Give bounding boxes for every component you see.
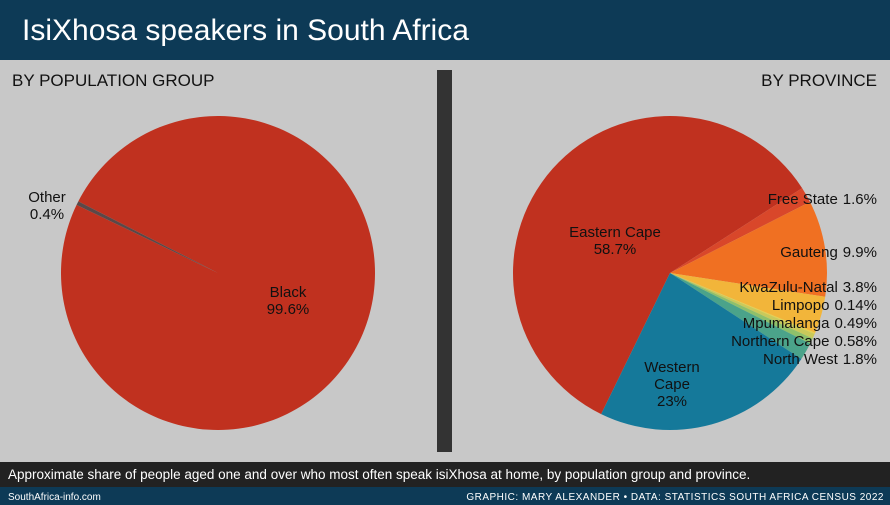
slice-category: Mpumalanga (743, 315, 830, 332)
slice-value: 3.8% (843, 279, 877, 296)
slice-value: 0.58% (834, 333, 877, 350)
header-bar (0, 0, 890, 60)
slice-label: Western Cape 23% (644, 359, 700, 410)
slice-category: Limpopo (772, 297, 830, 314)
slice-label: Northern Cape 0.58% (731, 333, 877, 350)
slice-value: 23% (657, 393, 687, 410)
slice-category: Gauteng (780, 244, 838, 261)
slice-category: Western Cape (644, 359, 700, 393)
footer-site: SouthAfrica-info.com (8, 492, 101, 503)
chart-title: BY PROVINCE (761, 71, 877, 90)
slice-value: 1.6% (843, 191, 877, 208)
slice-value: 0.4% (30, 206, 64, 223)
slice-value: 99.6% (267, 301, 310, 318)
caption-bar (0, 462, 890, 487)
pie (513, 116, 827, 431)
slice-category: Eastern Cape (569, 224, 661, 241)
pie-slice (670, 273, 811, 359)
divider (437, 70, 452, 452)
caption: Approximate share of people aged one and… (8, 467, 750, 482)
slice-label: Gauteng 9.9% (780, 244, 877, 261)
slice-label: KwaZulu-Natal 3.8% (739, 279, 877, 296)
pie-slice (670, 273, 813, 344)
pie-slice (513, 116, 803, 415)
slice-category: KwaZulu-Natal (739, 279, 837, 296)
slice-category: Other (28, 189, 66, 206)
chart-title: BY POPULATION GROUP (12, 71, 214, 90)
pie-slice (76, 201, 218, 273)
pie-slice (670, 273, 815, 339)
slice-label: Free State 1.6% (768, 191, 877, 208)
slice-category: North West (763, 351, 839, 368)
page-title: IsiXhosa speakers in South Africa (22, 14, 469, 47)
slice-value: 58.7% (594, 241, 637, 258)
pie-slice (60, 116, 375, 431)
slice-value: 0.14% (834, 297, 877, 314)
footer-bar (0, 487, 890, 505)
slice-label: Eastern Cape 58.7% (569, 224, 661, 258)
slice-label: Black 99.6% (267, 284, 310, 318)
slice-label: North West 1.8% (763, 351, 877, 368)
slice-category: Free State (768, 191, 838, 208)
footer-credit: GRAPHIC: MARY ALEXANDER • DATA: STATISTI… (466, 492, 884, 503)
pie-slice (670, 273, 816, 335)
slice-label: Other 0.4% (28, 189, 66, 223)
pie-slice (670, 201, 827, 297)
pie-slice (670, 188, 810, 273)
slice-value: 9.9% (843, 244, 877, 261)
pie-slice (670, 273, 826, 333)
slice-value: 1.8% (843, 351, 877, 368)
slice-value: 0.49% (834, 315, 877, 332)
slice-category: Northern Cape (731, 333, 829, 350)
slice-label: Mpumalanga 0.49% (743, 315, 877, 332)
slice-category: Black (270, 284, 307, 301)
pie (60, 116, 375, 431)
slice-label: Limpopo 0.14% (772, 297, 877, 314)
pie-slice (601, 273, 802, 431)
